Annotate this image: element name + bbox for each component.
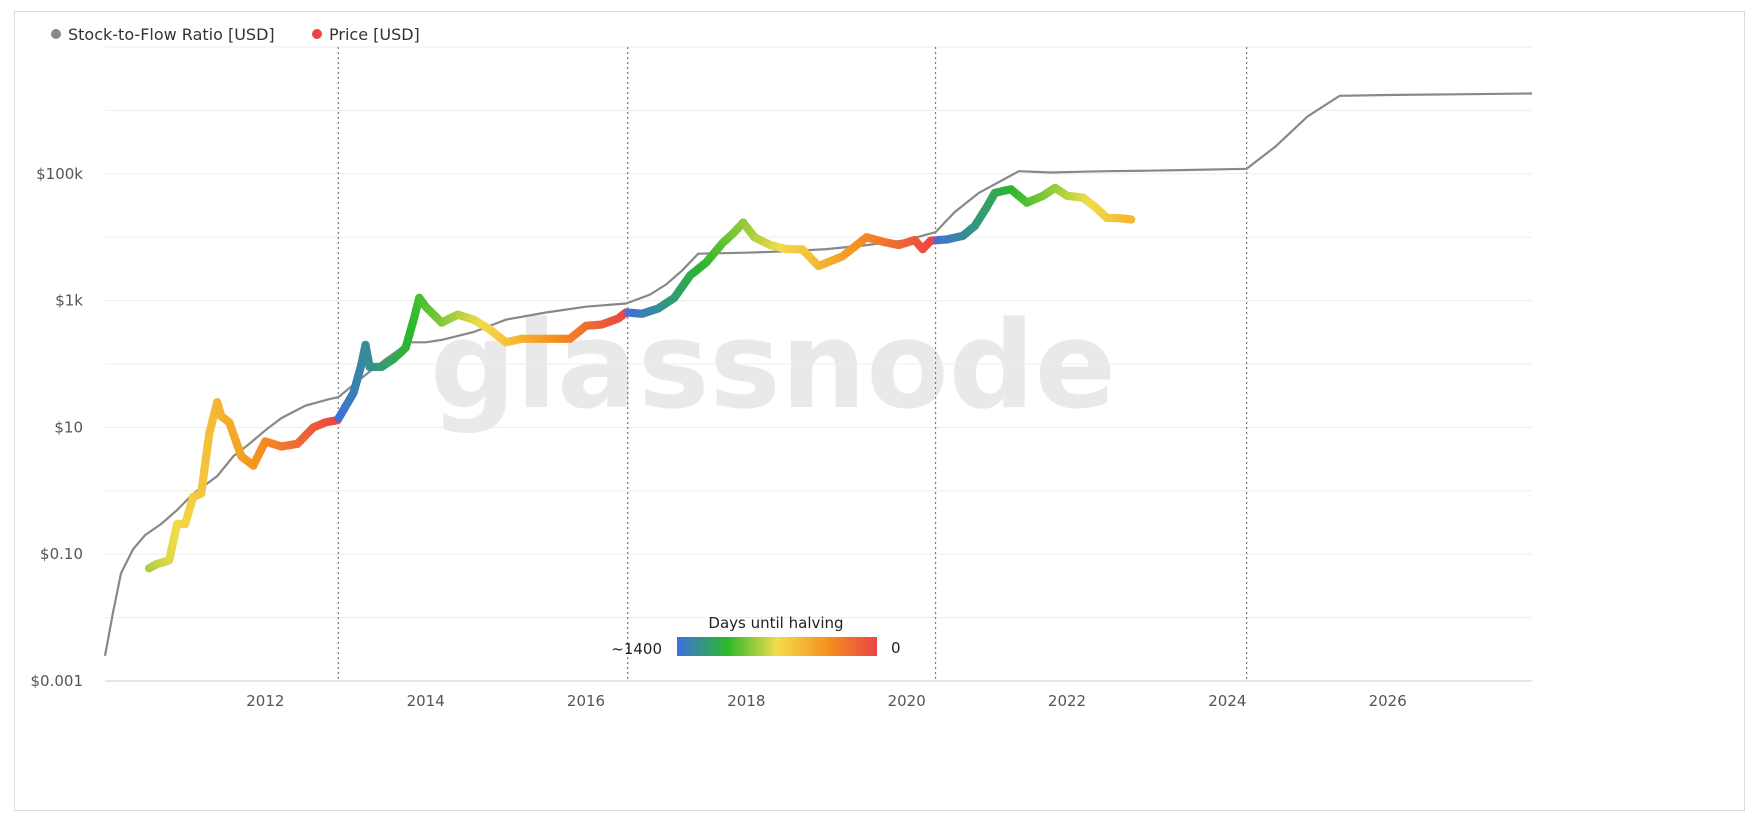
- y-tick-label: $1k: [55, 292, 83, 310]
- colorbar-title: Days until halving: [708, 614, 843, 632]
- x-tick-label: 2016: [567, 692, 605, 710]
- legend-item-s2f[interactable]: Stock-to-Flow Ratio [USD]: [51, 25, 275, 44]
- colorbar: Days until halving ~1400 0: [611, 614, 900, 658]
- legend-marker-price: [312, 29, 322, 39]
- x-tick-label: 2020: [888, 692, 926, 710]
- stock-to-flow-chart: glassnode $0.001$0.10$10$1k$100k 2012 201…: [31, 25, 1533, 710]
- y-tick-label: $100k: [36, 165, 83, 183]
- legend-label-s2f: Stock-to-Flow Ratio [USD]: [68, 25, 275, 44]
- legend: Stock-to-Flow Ratio [USD] Price [USD]: [51, 25, 420, 44]
- x-tick-label: 2024: [1208, 692, 1246, 710]
- x-tick-label: 2012: [246, 692, 284, 710]
- chart-panel: glassnode $0.001 $0.10 $10 $1k $100k 2012 201…: [14, 11, 1745, 811]
- legend-marker-s2f: [51, 29, 61, 39]
- y-gridlines: [105, 46, 1532, 682]
- colorbar-min-label: ~1400: [611, 640, 662, 658]
- halving-markers: [337, 47, 1248, 681]
- y-tick-label: $0.10: [40, 545, 83, 563]
- y-axis-ticks: $0.001 $0.10 $10 $1k $100k: [31, 165, 84, 690]
- x-tick-label: 2014: [407, 692, 445, 710]
- price-series-layer: [144, 183, 1136, 573]
- legend-label-price: Price [USD]: [329, 25, 420, 44]
- colorbar-max-label: 0: [891, 639, 901, 657]
- colorbar-gradient-bar: [677, 637, 877, 656]
- x-tick-label: 2022: [1048, 692, 1086, 710]
- y-tick-label: $0.001: [31, 672, 84, 690]
- x-tick-label: 2026: [1369, 692, 1407, 710]
- legend-item-price[interactable]: Price [USD]: [312, 25, 420, 44]
- price-point: [1126, 215, 1136, 224]
- s2f-series-layer: [103, 92, 1533, 657]
- watermark-text: glassnode: [430, 297, 1116, 436]
- x-axis-ticks: 2012 2014 2016 2018 2020 2022 2024 2026: [246, 692, 1407, 710]
- y-tick-label: $10: [54, 418, 83, 436]
- x-tick-label: 2018: [727, 692, 765, 710]
- s2f-line: [103, 92, 1533, 657]
